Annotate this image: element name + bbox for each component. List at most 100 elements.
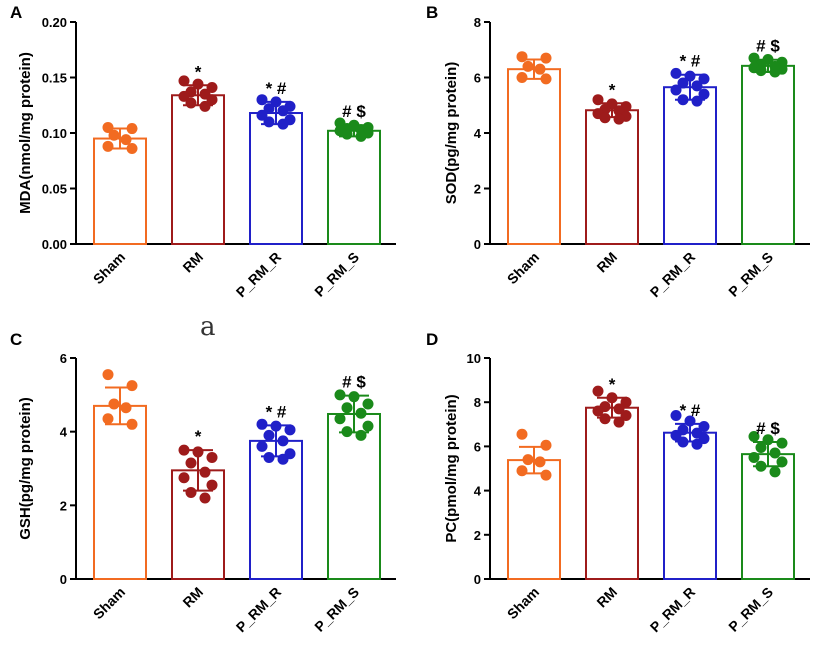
panel-label: B: [426, 3, 438, 22]
data-point: [277, 118, 289, 130]
data-point: [684, 70, 696, 82]
data-point: [677, 94, 689, 106]
data-point: [277, 435, 289, 447]
data-point: [178, 75, 190, 87]
significance-label: * #: [266, 402, 287, 421]
data-point: [522, 60, 534, 72]
significance-label: *: [195, 62, 202, 81]
panel-a: A MDA(nmol/mg protein) 0.00 0.05 0.10 0.15 0.2…: [10, 3, 396, 300]
significance-label: *: [195, 427, 202, 446]
data-point: [534, 63, 546, 75]
data-point: [263, 429, 275, 441]
x-tick-label: P_RM_R: [647, 249, 698, 300]
y-axis-label: MDA(nmol/mg protein): [17, 52, 34, 214]
y-tick-label: 10: [467, 351, 481, 366]
significance-label: # $: [342, 102, 366, 121]
data-point: [592, 405, 604, 417]
data-point: [670, 84, 682, 96]
data-point: [540, 52, 552, 64]
data-point: [677, 436, 689, 448]
data-point: [620, 396, 632, 408]
data-point: [270, 420, 282, 432]
bar-sham: [507, 68, 561, 245]
data-point: [199, 492, 211, 504]
data-point: [108, 129, 120, 141]
data-point: [769, 66, 781, 78]
data-point: [263, 103, 275, 115]
x-tick-label: P_RM_R: [233, 249, 284, 300]
data-point: [102, 369, 114, 381]
data-point: [178, 444, 190, 456]
data-point: [540, 469, 552, 481]
data-point: [355, 130, 367, 142]
bar-p-rm-s: [327, 129, 381, 245]
y-tick-label: 0.10: [42, 126, 67, 141]
data-point: [185, 457, 197, 469]
data-point: [592, 94, 604, 106]
y-tick-label: 0: [60, 572, 67, 587]
data-point: [670, 67, 682, 79]
data-point: [691, 80, 703, 92]
data-point: [516, 428, 528, 440]
x-tick-label: RM: [179, 249, 206, 276]
y-tick-label: 6: [60, 351, 67, 366]
data-point: [613, 416, 625, 428]
y-tick-label: 0.20: [42, 15, 67, 30]
y-tick-label: 2: [60, 498, 67, 513]
panel-label: C: [10, 330, 22, 349]
data-point: [677, 77, 689, 89]
y-tick-label: 4: [474, 484, 482, 499]
y-tick-label: 8: [474, 395, 481, 410]
x-tick-label: P_RM_S: [725, 584, 776, 635]
data-point: [102, 121, 114, 133]
bar-rm: [171, 94, 225, 246]
y-tick-label: 0: [474, 572, 481, 587]
data-point: [540, 73, 552, 85]
data-point: [691, 95, 703, 107]
data-point: [748, 430, 760, 442]
bar-p-rm-r: [663, 431, 717, 580]
data-point: [698, 421, 710, 433]
data-point: [670, 429, 682, 441]
data-point: [199, 466, 211, 478]
data-point: [256, 440, 268, 452]
y-axis-label: SOD(pg/mg protein): [443, 62, 460, 205]
data-point: [755, 442, 767, 454]
data-point: [613, 403, 625, 415]
data-point: [256, 94, 268, 106]
significance-label: *: [609, 80, 616, 99]
data-point: [769, 447, 781, 459]
data-point: [206, 94, 218, 106]
bar-p-rm-s: [327, 412, 381, 580]
y-axis-label: PC(pmol/mg protein): [443, 394, 460, 542]
x-tick-label: Sham: [504, 584, 542, 622]
panel-label: D: [426, 330, 438, 349]
bar-rm: [585, 406, 639, 580]
data-point: [748, 451, 760, 463]
data-point: [102, 413, 114, 425]
x-tick-label: RM: [593, 584, 620, 611]
bar-sham: [93, 137, 147, 245]
data-point: [102, 140, 114, 152]
data-point: [192, 78, 204, 90]
y-tick-label: 8: [474, 15, 481, 30]
data-point: [120, 134, 132, 146]
x-tick-label: RM: [179, 584, 206, 611]
data-point: [126, 143, 138, 155]
data-point: [670, 409, 682, 421]
data-point: [755, 460, 767, 472]
data-point: [185, 486, 197, 498]
x-tick-label: Sham: [90, 584, 128, 622]
panel-d: D PC(pmol/mg protein) 0 2 4 6 8 10 Sham * RM * # P_R…: [426, 330, 810, 635]
bar-p-rm-r: [663, 86, 717, 246]
data-point: [256, 109, 268, 121]
bar-p-rm-r: [249, 439, 303, 580]
data-point: [362, 398, 374, 410]
x-tick-label: Sham: [90, 249, 128, 287]
data-point: [769, 466, 781, 478]
data-point: [263, 451, 275, 463]
data-point: [341, 402, 353, 414]
data-point: [748, 52, 760, 64]
data-point: [178, 90, 190, 102]
x-tick-label: RM: [593, 249, 620, 276]
